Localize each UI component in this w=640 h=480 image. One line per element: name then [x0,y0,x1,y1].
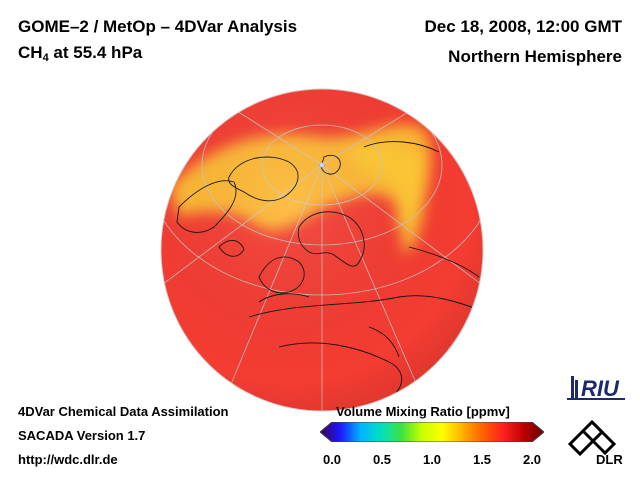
map-title: GOME–2 / MetOp – 4DVar Analysis [18,17,298,36]
colorbar-tick: 1.5 [472,452,492,467]
website-link[interactable]: http://wdc.dlr.de [18,452,118,467]
colorbar-tick: 1.0 [422,452,442,467]
species-level-label: CH4 at 55.4 hPa [18,43,143,64]
svg-text:DLR: DLR [596,452,623,466]
colorbar-tick: 2.0 [522,452,542,467]
svg-text:RIU: RIU [581,376,620,401]
riu-logo: RIU [565,372,629,411]
colorbar-tick: 0.0 [322,452,342,467]
colorbar-title: Volume Mixing Ratio [ppmv] [336,404,510,419]
assimilation-label: 4DVar Chemical Data Assimilation [18,404,229,419]
analysis-date: Dec 18, 2008, 12:00 GMT [424,17,622,36]
colorbar-tick: 0.5 [372,452,392,467]
globe-map [159,87,485,413]
dlr-logo: DLR [562,414,624,471]
hemisphere-label: Northern Hemisphere [448,47,622,66]
version-label: SACADA Version 1.7 [18,428,146,443]
colorbar [319,421,545,443]
